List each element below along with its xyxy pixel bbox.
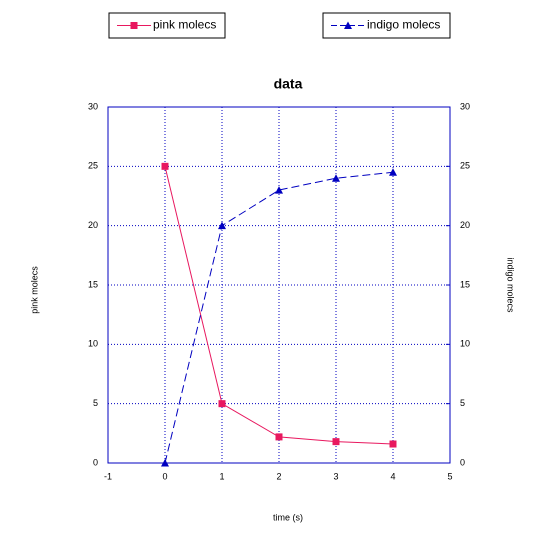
data-point	[218, 221, 226, 230]
data-point	[218, 400, 226, 408]
data-point	[389, 440, 397, 448]
data-point	[275, 186, 283, 194]
y2-tick-label: 30	[460, 101, 470, 111]
y-axis-label: pink molecs	[29, 266, 39, 314]
y2-tick-label: 15	[460, 279, 470, 289]
y-tick-label: 10	[88, 339, 98, 349]
chart-title: data	[274, 76, 303, 92]
x-tick-label: 0	[162, 471, 167, 481]
x-tick-label: 2	[276, 471, 281, 481]
legend-label: indigo molecs	[367, 18, 440, 32]
x-tick-label: 4	[390, 471, 395, 481]
y2-tick-label: 0	[460, 457, 465, 467]
y-tick-label: 15	[88, 279, 98, 289]
data-point	[332, 438, 340, 446]
x-tick-label: 5	[447, 471, 452, 481]
y2-tick-label: 10	[460, 339, 470, 349]
data-point	[332, 174, 340, 182]
series-line	[164, 171, 394, 464]
y2-tick-label: 25	[460, 161, 470, 171]
data-point	[389, 168, 397, 176]
legend-label: pink molecs	[153, 18, 216, 32]
y-tick-label: 25	[88, 161, 98, 171]
y2-tick-label: 5	[460, 398, 465, 408]
y-tick-label: 5	[93, 398, 98, 408]
legend-marker	[130, 22, 138, 29]
data-point	[161, 459, 169, 467]
y-tick-label: 30	[88, 101, 98, 111]
x-axis-label: time (s)	[273, 512, 303, 522]
y-tick-label: 0	[93, 457, 98, 467]
x-tick-label: 3	[333, 471, 338, 481]
legend-marker	[344, 21, 352, 29]
y2-axis-label: indigo molecs	[506, 257, 516, 313]
y2-tick-label: 20	[460, 220, 470, 230]
x-tick-label: 1	[219, 471, 224, 481]
data-point	[275, 433, 283, 441]
x-tick-label: -1	[104, 471, 112, 481]
plot-frame	[107, 106, 451, 464]
y-tick-label: 20	[88, 220, 98, 230]
data-point	[161, 162, 169, 170]
